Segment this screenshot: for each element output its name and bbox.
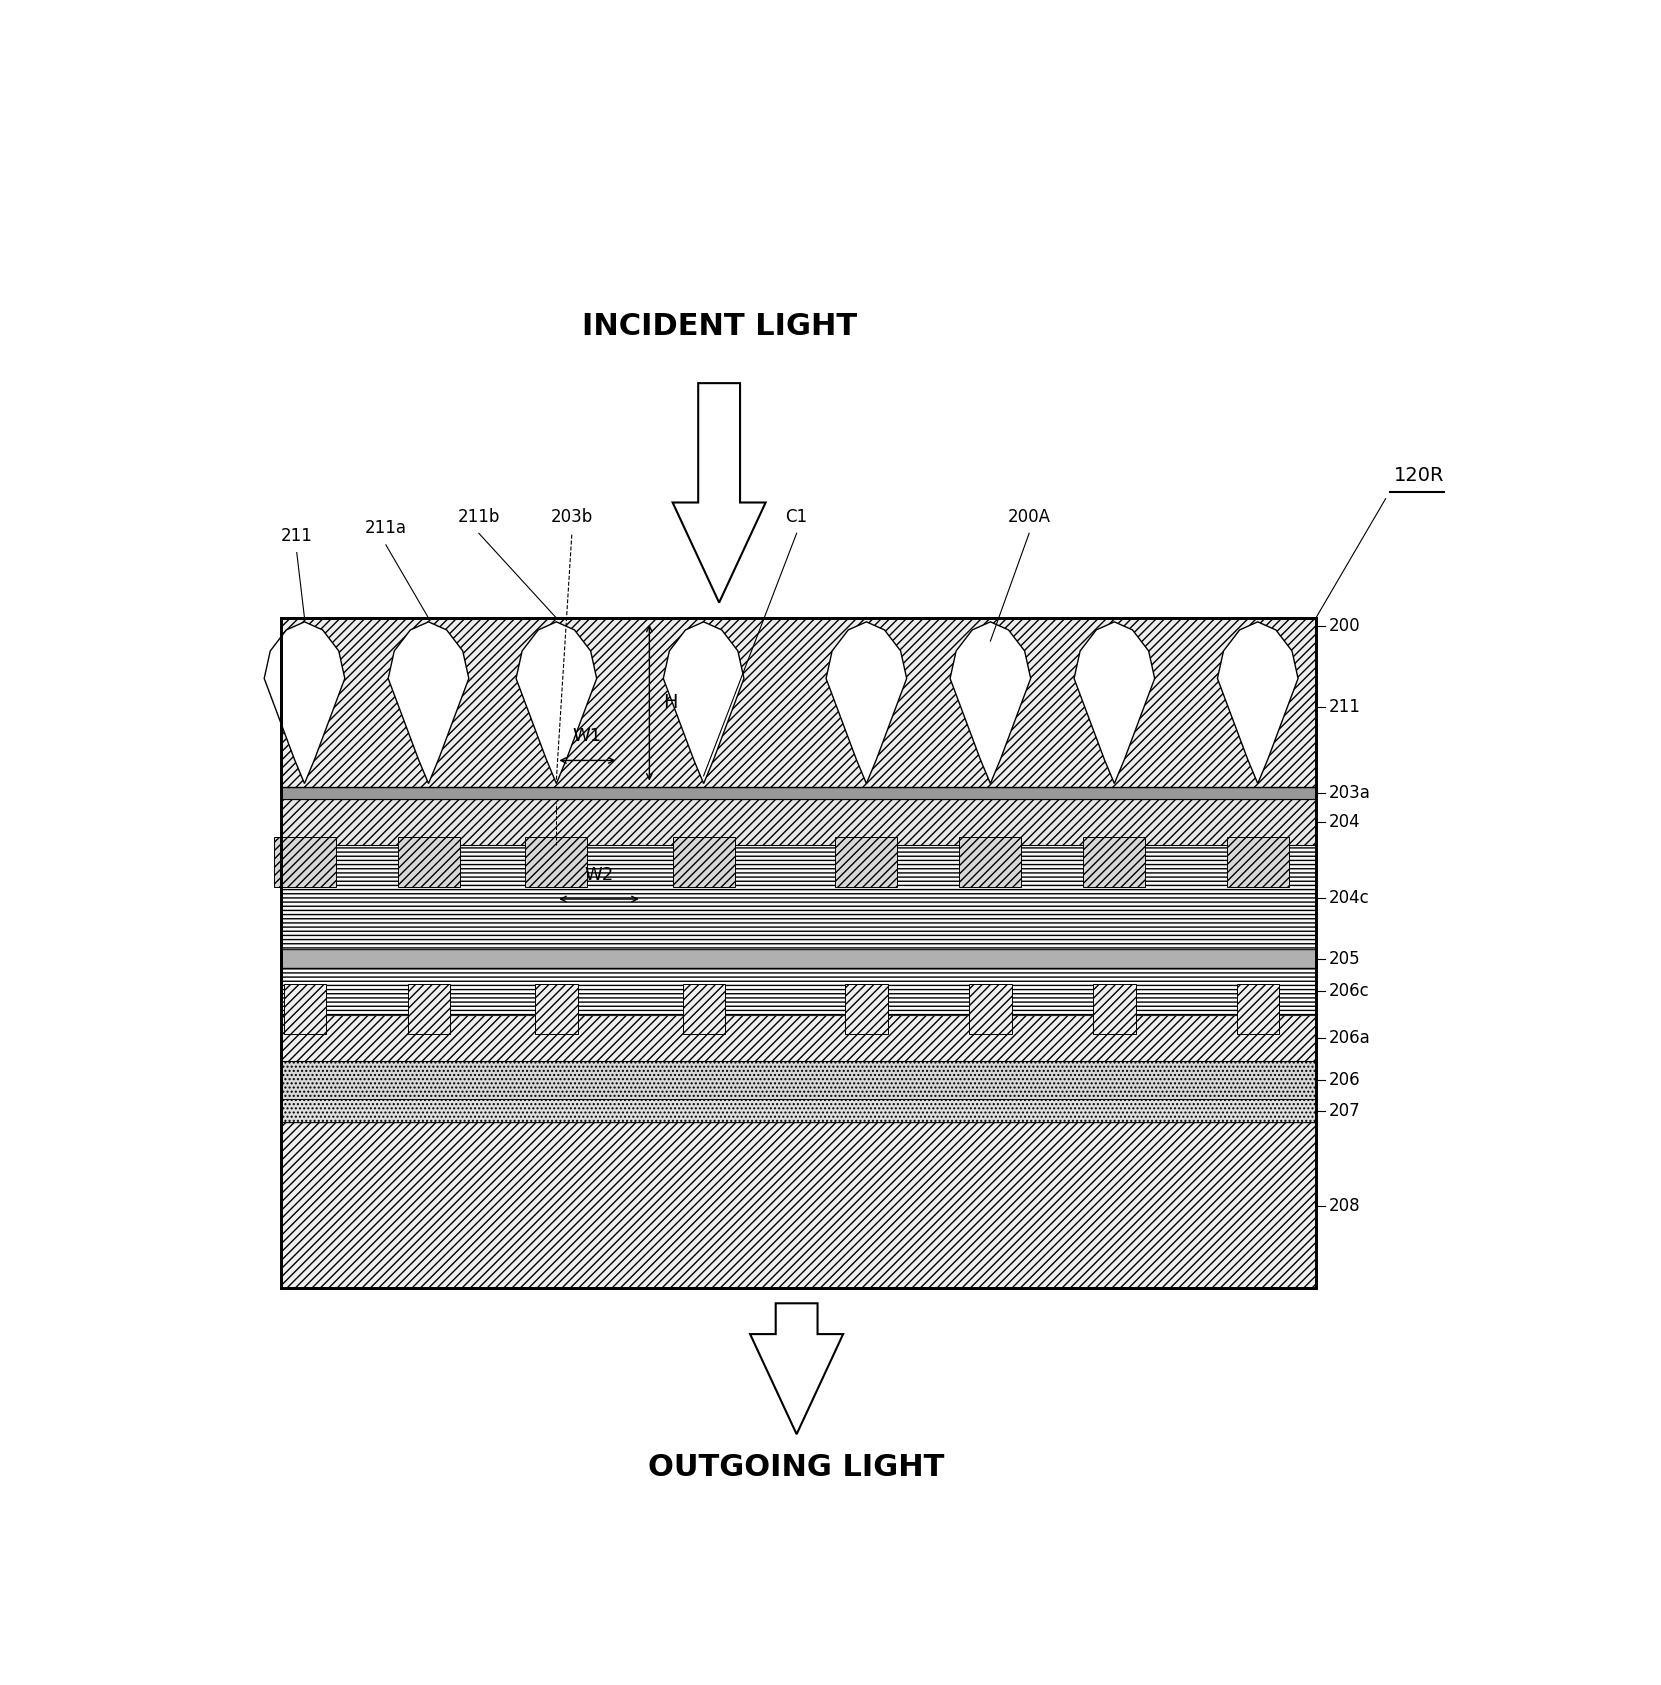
Bar <box>281 1099 1316 1122</box>
Text: 204: 204 <box>1329 814 1360 831</box>
Text: 206: 206 <box>1329 1072 1360 1089</box>
Bar <box>274 837 336 888</box>
Polygon shape <box>389 622 468 784</box>
Text: 206a: 206a <box>1329 1028 1370 1046</box>
Polygon shape <box>673 382 766 603</box>
Text: 203b: 203b <box>551 507 593 526</box>
Bar <box>535 984 578 1035</box>
Text: C1: C1 <box>786 507 807 526</box>
Polygon shape <box>1075 622 1154 784</box>
Bar <box>1093 984 1136 1035</box>
Text: 211: 211 <box>281 527 312 544</box>
Polygon shape <box>1218 622 1297 784</box>
Text: OUTGOING LIGHT: OUTGOING LIGHT <box>648 1454 945 1483</box>
Bar <box>845 984 889 1035</box>
Polygon shape <box>751 1303 844 1434</box>
Text: H: H <box>663 693 678 713</box>
Bar <box>1083 837 1146 888</box>
Polygon shape <box>826 622 907 784</box>
Bar <box>284 984 326 1035</box>
Text: 200A: 200A <box>1008 507 1051 526</box>
Bar <box>281 949 1316 969</box>
Bar <box>281 1014 1316 1062</box>
Text: 203a: 203a <box>1329 784 1370 802</box>
Polygon shape <box>663 622 744 784</box>
Bar <box>281 787 1316 799</box>
Bar <box>683 984 726 1035</box>
Bar <box>281 799 1316 846</box>
Bar <box>281 618 1316 1287</box>
Text: W2: W2 <box>585 866 613 883</box>
Text: 211b: 211b <box>458 507 500 526</box>
Bar <box>281 1122 1316 1287</box>
Bar <box>397 837 460 888</box>
Bar <box>970 984 1012 1035</box>
Bar <box>1227 837 1289 888</box>
Bar <box>960 837 1022 888</box>
Bar <box>281 618 1316 787</box>
Bar <box>1237 984 1279 1035</box>
Text: 211: 211 <box>1329 698 1360 716</box>
Text: 206c: 206c <box>1329 982 1369 1001</box>
Bar <box>835 837 897 888</box>
Bar <box>281 1062 1316 1099</box>
Text: 120R: 120R <box>1394 467 1443 485</box>
Text: 207: 207 <box>1329 1102 1360 1121</box>
Bar <box>281 846 1316 949</box>
Text: 204c: 204c <box>1329 888 1369 907</box>
Text: 211a: 211a <box>365 519 407 538</box>
Polygon shape <box>517 622 596 784</box>
Text: INCIDENT LIGHT: INCIDENT LIGHT <box>581 312 857 340</box>
Text: 200: 200 <box>1329 617 1360 635</box>
Bar <box>281 618 1316 1287</box>
Text: 205: 205 <box>1329 950 1360 969</box>
Bar <box>407 984 450 1035</box>
Bar <box>281 969 1316 1014</box>
Bar <box>673 837 734 888</box>
Bar <box>525 837 588 888</box>
Polygon shape <box>950 622 1031 784</box>
Text: 208: 208 <box>1329 1196 1360 1215</box>
Text: W1: W1 <box>573 726 601 745</box>
Polygon shape <box>264 622 345 784</box>
